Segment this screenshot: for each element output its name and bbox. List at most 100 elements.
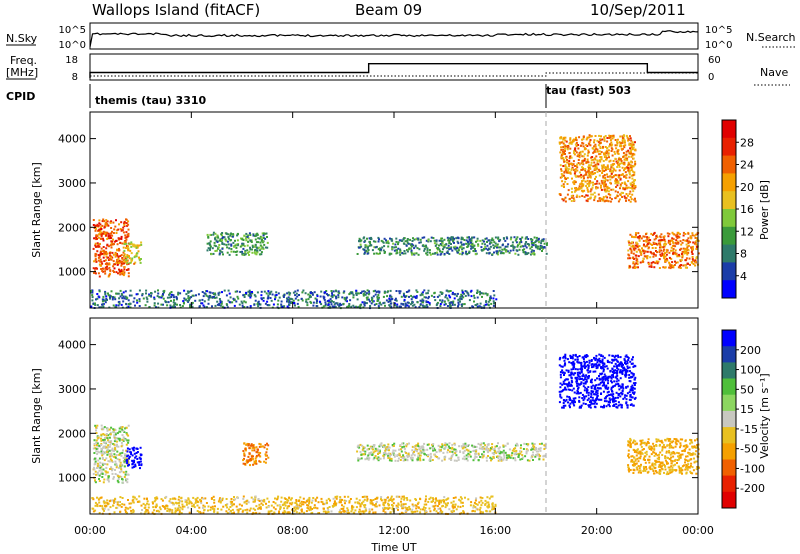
scatter-cell xyxy=(612,136,615,139)
scatter-cell xyxy=(593,150,596,153)
scatter-cell xyxy=(595,393,598,396)
scatter-cell xyxy=(524,244,527,247)
scatter-cell xyxy=(574,368,577,371)
scatter-cell xyxy=(223,236,226,239)
scatter-cell xyxy=(628,265,631,268)
scatter-cell xyxy=(582,373,585,376)
scatter-cell xyxy=(131,257,134,260)
scatter-cell xyxy=(570,383,573,386)
scatter-cell xyxy=(623,169,625,172)
scatter-cell xyxy=(590,161,593,164)
scatter-cell xyxy=(573,404,576,407)
scatter-cell xyxy=(459,297,462,300)
scatter-cell xyxy=(580,365,583,367)
scatter-cell xyxy=(253,460,256,463)
scatter-cell xyxy=(282,296,285,298)
scatter-cell xyxy=(576,368,579,371)
scatter-cell xyxy=(674,245,677,248)
scatter-cell xyxy=(607,390,610,393)
scatter-cell xyxy=(107,263,110,266)
scatter-cell xyxy=(466,444,469,447)
scatter-cell xyxy=(425,304,428,306)
scatter-cell xyxy=(124,472,127,475)
scatter-cell xyxy=(241,238,244,241)
scatter-cell xyxy=(114,298,117,301)
scatter-cell xyxy=(389,289,392,292)
scatter-cell xyxy=(683,249,686,252)
scatter-cell xyxy=(441,240,444,243)
scatter-cell xyxy=(366,246,369,249)
scatter-cell xyxy=(609,196,612,199)
scatter-cell xyxy=(422,450,425,453)
scatter-cell xyxy=(324,301,327,304)
scatter-cell xyxy=(127,454,130,457)
scatter-cell xyxy=(597,144,600,147)
scatter-cell xyxy=(465,448,468,451)
scatter-cell xyxy=(640,251,643,253)
scatter-cell xyxy=(473,236,476,239)
scatter-cell xyxy=(332,290,335,293)
scatter-cell xyxy=(441,299,444,302)
scatter-cell xyxy=(565,369,568,372)
scatter-cell xyxy=(267,444,270,447)
scatter-cell xyxy=(623,154,626,157)
scatter-cell xyxy=(581,160,584,163)
scatter-cell xyxy=(248,459,251,462)
scatter-cell xyxy=(116,249,119,252)
scatter-cell xyxy=(616,142,619,145)
scatter-cell xyxy=(186,290,189,293)
scatter-cell xyxy=(566,147,569,150)
scatter-cell xyxy=(631,241,634,244)
scatter-cell xyxy=(564,164,567,167)
scatter-cell xyxy=(230,250,233,253)
scatter-cell xyxy=(166,296,169,299)
scatter-cell xyxy=(559,164,562,167)
scatter-cell xyxy=(668,263,671,266)
scatter-cell xyxy=(564,362,566,365)
scatter-cell xyxy=(487,239,490,242)
scatter-cell xyxy=(225,294,228,297)
scatter-cell xyxy=(443,253,446,255)
scatter-cell xyxy=(653,243,656,245)
scatter-cell xyxy=(569,171,572,174)
scatter-cell xyxy=(122,471,125,474)
scatter-cell xyxy=(625,368,628,371)
scatter-cell xyxy=(271,293,274,296)
scatter-cell xyxy=(598,182,601,185)
scatter-cell xyxy=(567,382,570,385)
scatter-cell xyxy=(468,453,471,456)
scatter-cell xyxy=(627,257,630,260)
scatter-cell xyxy=(240,237,242,240)
scatter-cell xyxy=(621,371,624,374)
scatter-cell xyxy=(578,156,581,159)
scatter-cell xyxy=(367,454,370,457)
scatter-cell xyxy=(368,290,370,293)
scatter-cell xyxy=(567,171,570,174)
scatter-cell xyxy=(574,397,577,400)
scatter-cell xyxy=(416,301,419,304)
scatter-cell xyxy=(595,365,598,368)
scatter-cell xyxy=(254,457,257,460)
scatter-cell xyxy=(628,142,631,145)
scatter-cell xyxy=(650,266,653,268)
scatter-cell xyxy=(675,239,678,242)
scatter-cell xyxy=(561,406,564,409)
scatter-cell xyxy=(107,480,110,483)
scatter-cell xyxy=(217,247,219,250)
scatter-cell xyxy=(249,305,252,308)
scatter-cell xyxy=(242,239,245,241)
scatter-cell xyxy=(380,444,383,447)
scatter-cell xyxy=(663,245,666,248)
scatter-cell xyxy=(694,236,697,239)
scatter-cell xyxy=(538,240,540,243)
scatter-cell xyxy=(468,238,471,241)
scatter-cell xyxy=(404,458,407,461)
scatter-cell xyxy=(593,199,596,202)
scatter-cell xyxy=(98,480,101,482)
scatter-cell xyxy=(629,370,631,373)
scatter-cell xyxy=(139,453,142,456)
scatter-cell xyxy=(365,249,367,252)
scatter-cell xyxy=(418,445,421,448)
scatter-cell xyxy=(387,443,390,446)
scatter-cell xyxy=(287,291,290,294)
